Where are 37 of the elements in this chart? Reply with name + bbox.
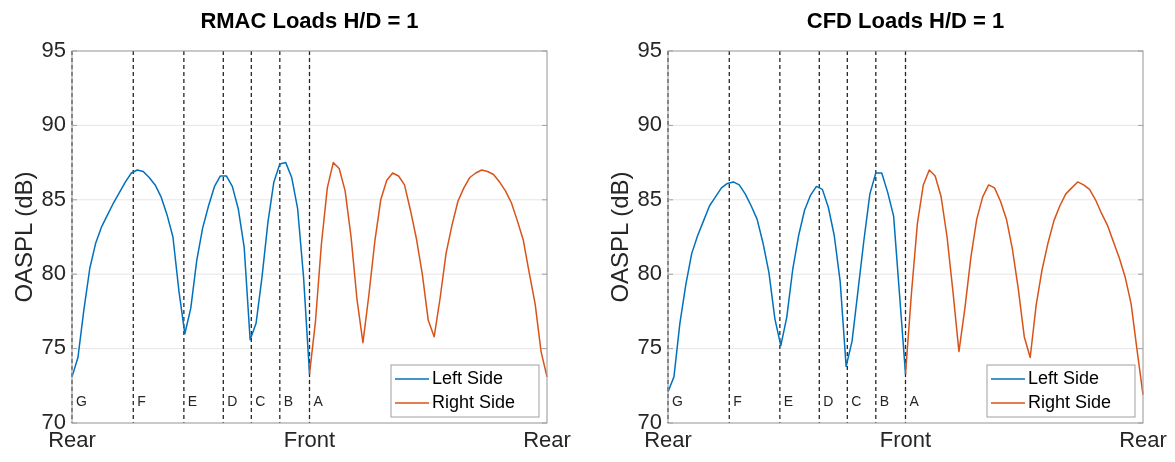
y-tick-label: 80: [41, 260, 66, 286]
y-axis-title: OASPL (dB): [606, 171, 634, 303]
legend-label: Right Side: [1028, 391, 1112, 412]
y-tick-label: 85: [637, 185, 662, 211]
annotation: G: [672, 392, 683, 409]
x-tick-label: Rear: [1119, 427, 1167, 452]
y-axis-title: OASPL (dB): [10, 171, 38, 303]
x-tick-label: Front: [879, 427, 932, 452]
annotation: A: [909, 392, 920, 409]
y-tick-label: 90: [637, 111, 662, 137]
annotation: B: [283, 392, 294, 409]
y-tick-label: 75: [637, 334, 662, 360]
line-series: [667, 172, 907, 393]
annotation: G: [76, 392, 87, 409]
y-tick-label: 85: [41, 185, 66, 211]
annotation: C: [255, 392, 266, 409]
legend-label: Right Side: [432, 391, 516, 412]
x-tick-label: Rear: [523, 427, 571, 452]
x-tick-label: Front: [283, 427, 336, 452]
annotation: C: [851, 392, 862, 409]
annotation: F: [137, 392, 146, 409]
chart-title: RMAC Loads H/D = 1: [200, 8, 419, 33]
y-tick-label: 95: [637, 36, 662, 62]
chart-title: CFD Loads H/D = 1: [806, 8, 1005, 33]
legend-label: Left Side: [1028, 367, 1100, 388]
annotation: E: [783, 392, 794, 409]
annotation: F: [733, 392, 742, 409]
annotation: A: [313, 392, 324, 409]
annotation: D: [227, 392, 238, 409]
y-tick-label: 75: [41, 334, 66, 360]
legend-label: Left Side: [432, 367, 504, 388]
annotation: D: [823, 392, 834, 409]
annotation: B: [879, 392, 890, 409]
y-tick-label: 90: [41, 111, 66, 137]
annotation: E: [187, 392, 198, 409]
y-tick-label: 95: [41, 36, 66, 62]
y-tick-label: 80: [637, 260, 662, 286]
